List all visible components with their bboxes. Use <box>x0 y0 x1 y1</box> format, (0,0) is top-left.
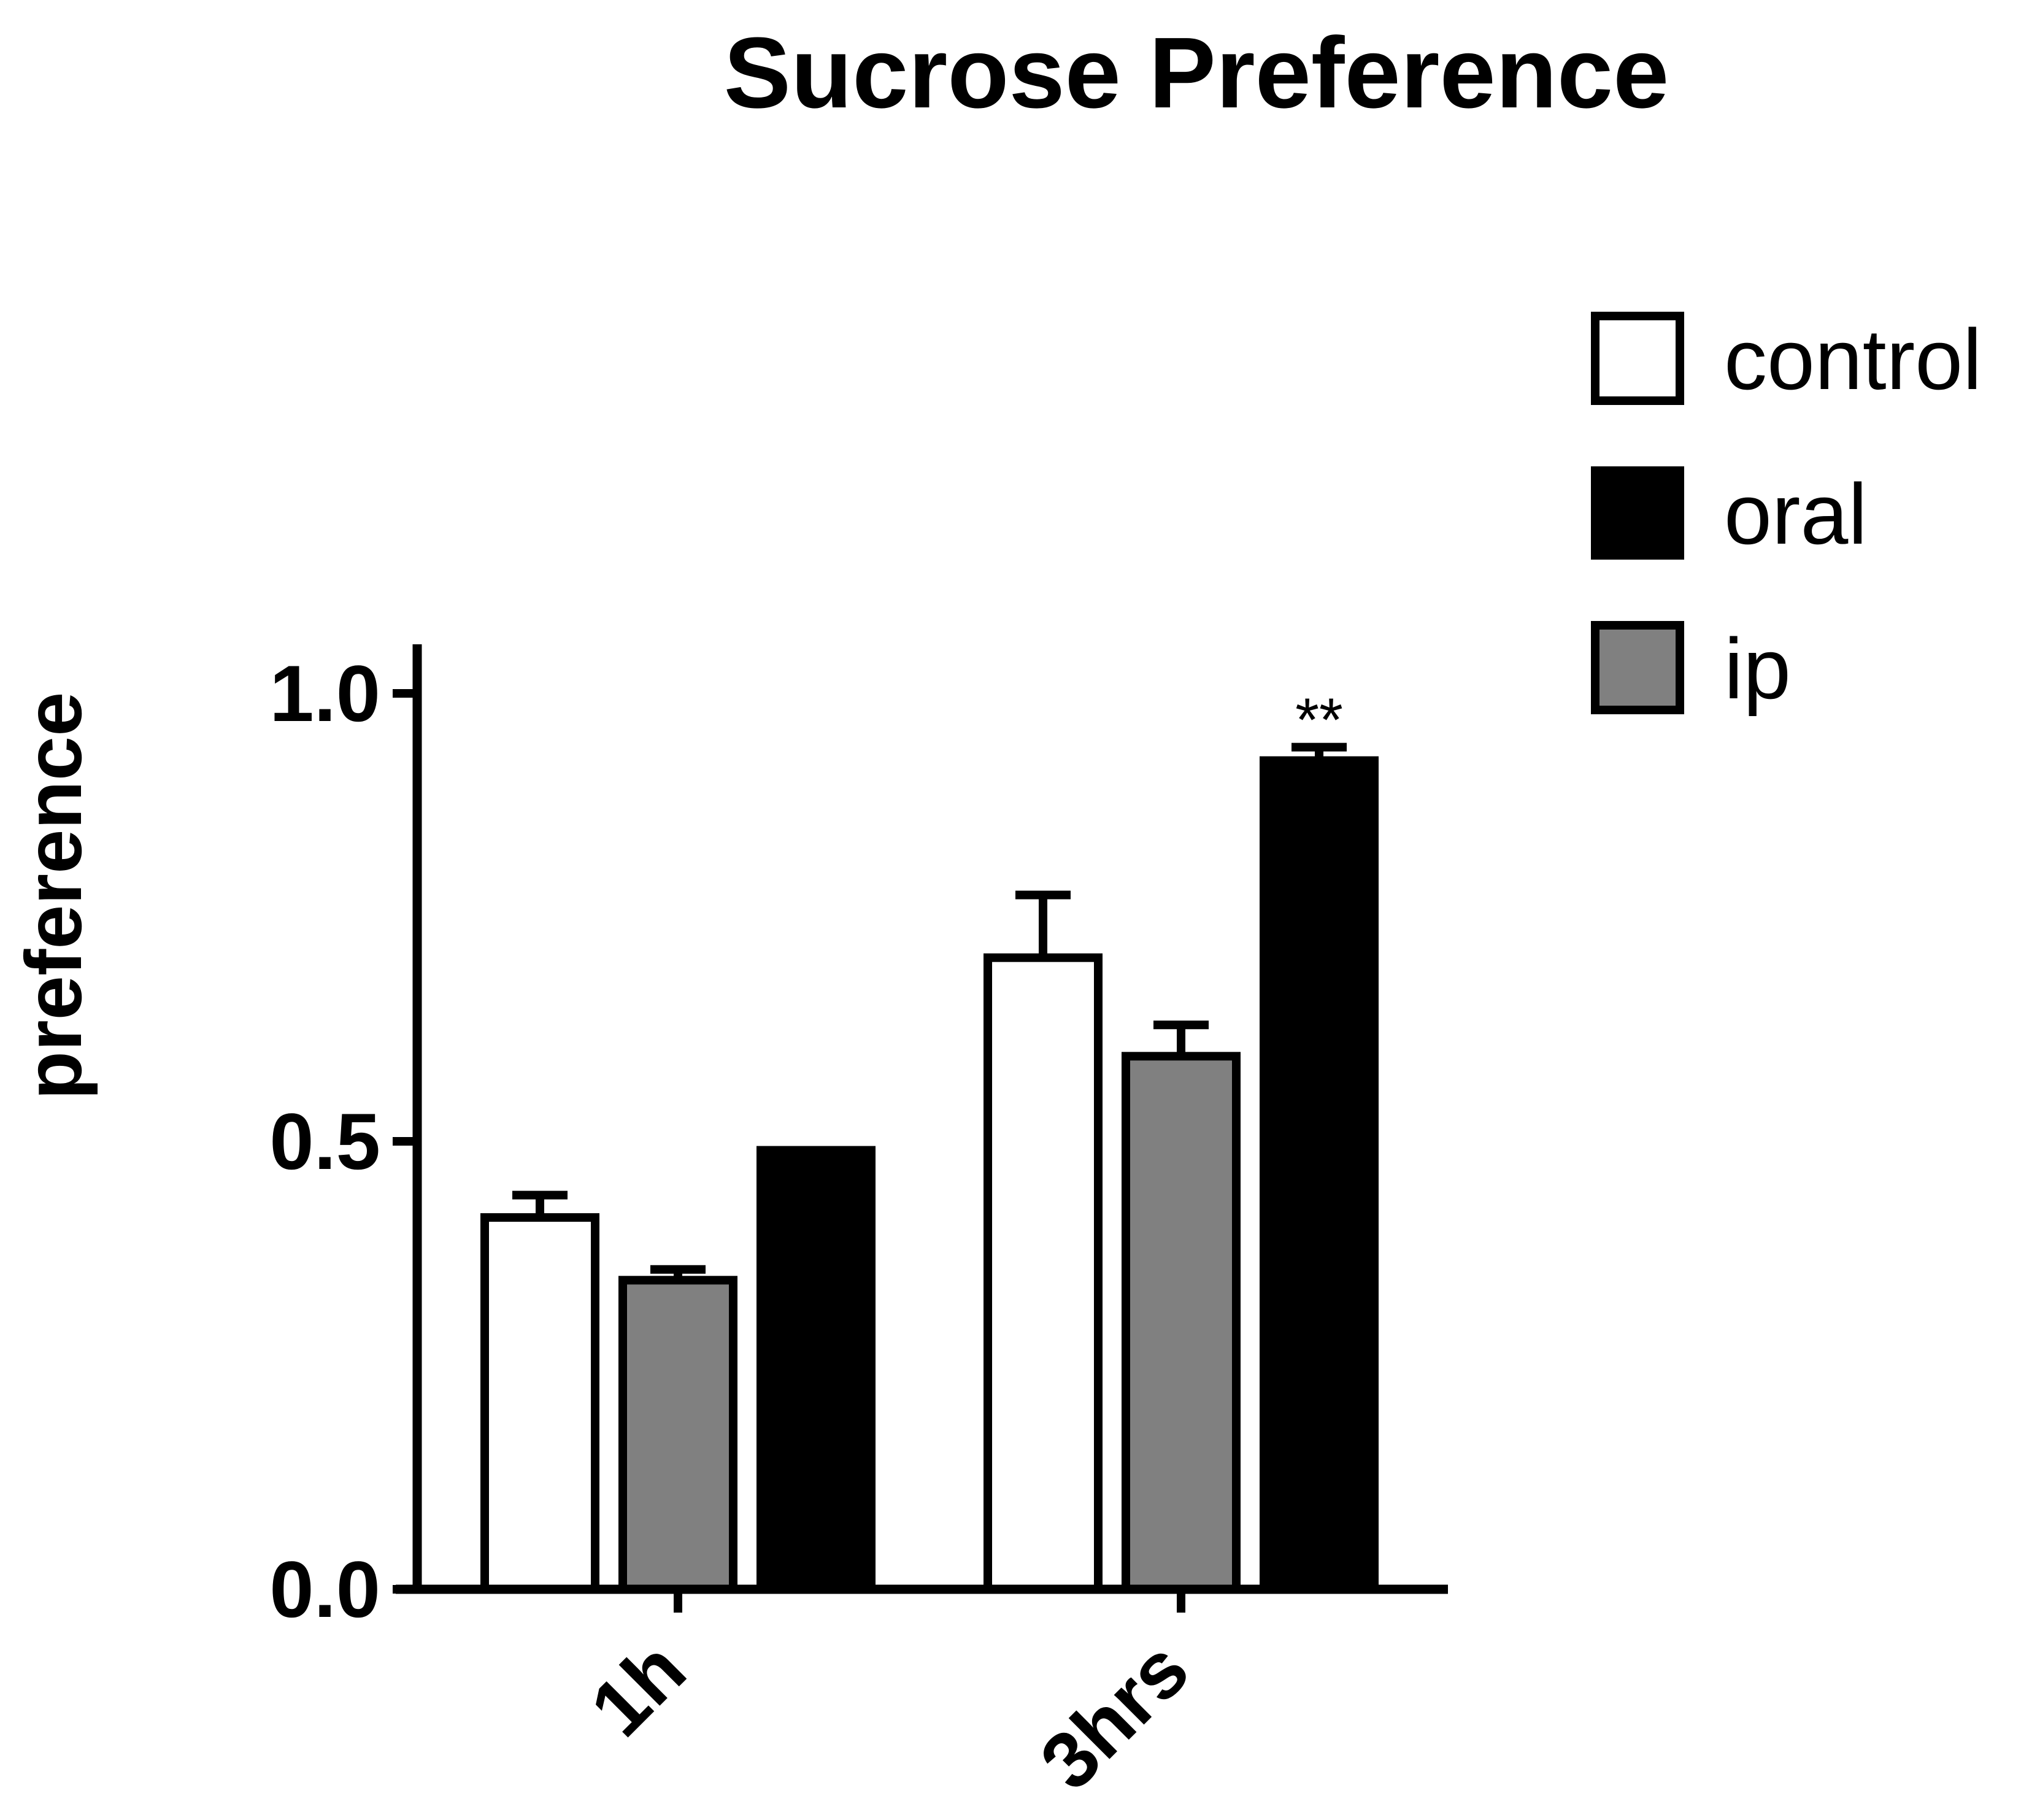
chart-title: Sucrose Preference <box>724 17 1669 129</box>
legend-label-oral: oral <box>1724 466 1867 562</box>
y-axis-label: preference <box>9 692 98 1100</box>
bar-control-1h <box>480 1213 599 1594</box>
y-tick-label: 0.5 <box>269 1097 380 1186</box>
error-bars-layer <box>512 742 1347 1281</box>
bar-ip-3hrs <box>1122 1052 1241 1594</box>
legend-swatch-control <box>1591 312 1684 405</box>
legend-swatch-oral <box>1591 466 1684 560</box>
significance-annotation: ** <box>1295 686 1343 755</box>
axes: 0.0 0.5 1.0 1h 3hrs <box>269 644 1448 1807</box>
x-tick-label: 1h <box>573 1624 703 1754</box>
bars-layer <box>480 756 1379 1594</box>
y-tick-label: 1.0 <box>269 649 380 738</box>
bar-ip-1h <box>618 1276 737 1594</box>
bar-control-3hrs <box>984 953 1103 1594</box>
legend-swatch-ip <box>1591 621 1684 714</box>
legend-label-ip: ip <box>1724 620 1791 717</box>
bar-oral-1h <box>756 1146 876 1594</box>
bar-oral-3hrs <box>1260 756 1379 1594</box>
x-tick-label: 3hrs <box>1023 1624 1205 1807</box>
legend: control oral ip <box>1591 311 1982 717</box>
annotations: ** <box>1295 686 1343 755</box>
y-tick-label: 0.0 <box>269 1544 380 1634</box>
legend-label-control: control <box>1724 311 1982 407</box>
